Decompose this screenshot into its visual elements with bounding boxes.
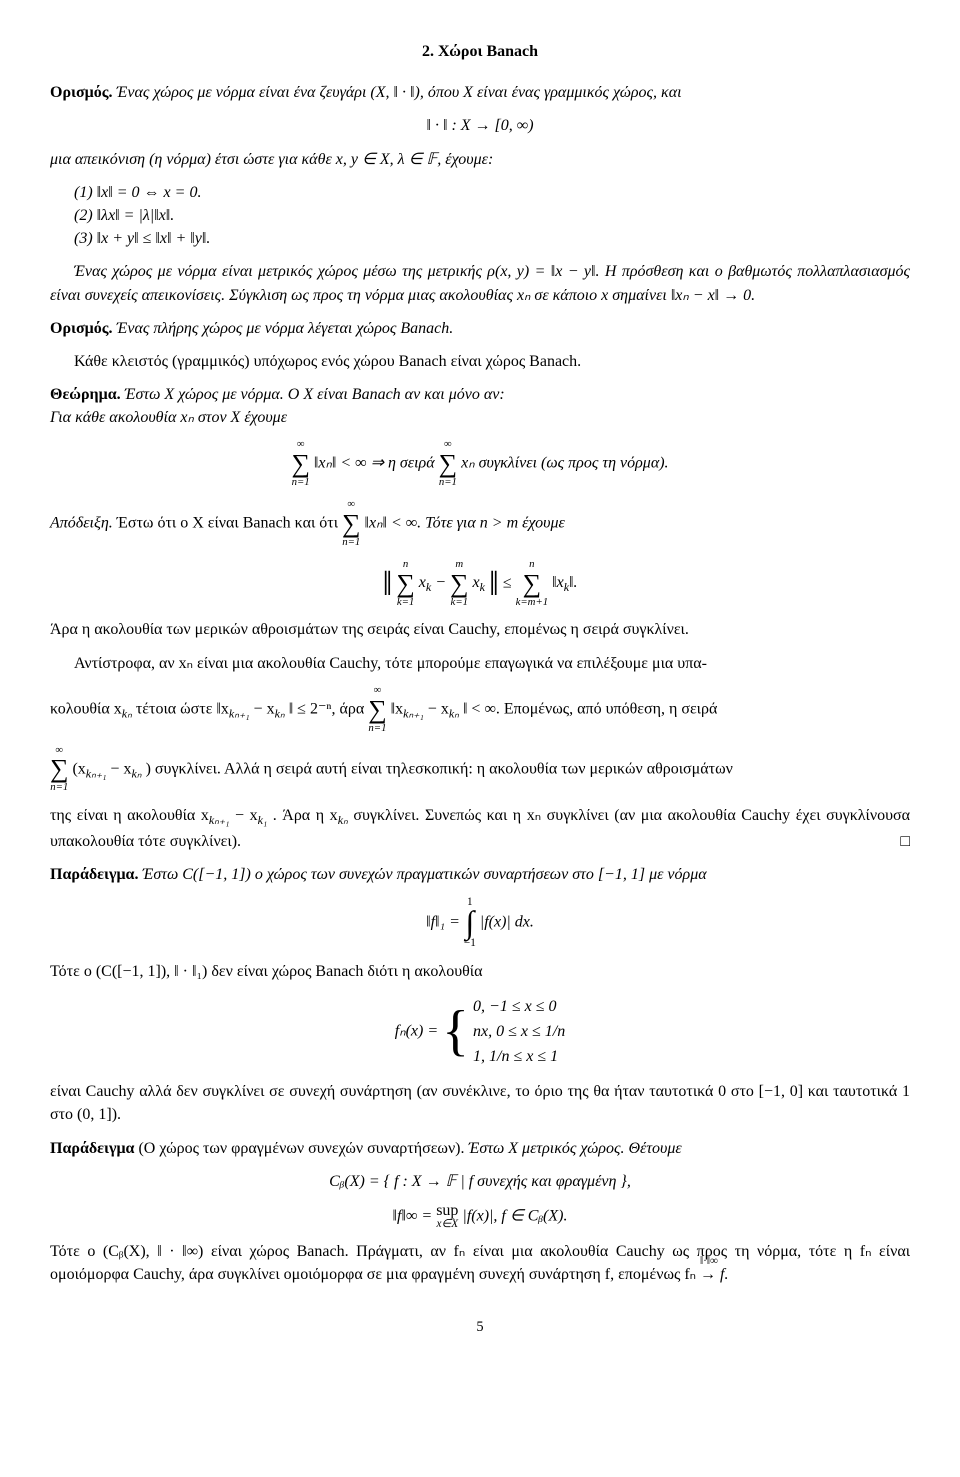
proof-converse-2: κολουθία xkₙ τέτοια ώστε ‖xkₙ₊₁ − xkₙ ‖ … xyxy=(50,685,910,735)
page-number: 5 xyxy=(50,1317,910,1338)
thm-body-2: Για κάθε ακολουθία xₙ στον X έχουμε xyxy=(50,409,287,426)
ex1-conclusion: είναι Cauchy αλλά δεν συγκλίνει σε συνεχ… xyxy=(50,1080,910,1126)
thm-mid1: ‖xₙ‖ < ∞ ⇒ η σειρά xyxy=(314,455,435,472)
ex1-heading: Παράδειγμα. xyxy=(50,866,138,883)
proof-converse-3: ∞ ∑ n=1 (xkₙ₊₁ − xkₙ ) συγκλίνει. Αλλά η… xyxy=(50,745,910,795)
metric-text: Ένας χώρος με νόρμα είναι μετρικός χώρος… xyxy=(50,263,910,303)
case-3: 1, 1/n ≤ x ≤ 1 xyxy=(473,1045,565,1068)
partial-sum-inequality: ‖ n ∑ k=1 xk − m ∑ k=1 xk ‖ ≤ n ∑ k=m+1 … xyxy=(50,559,910,609)
series-implication: ∞ ∑ n=1 ‖xₙ‖ < ∞ ⇒ η σειρά ∞ ∑ n=1 xₙ συ… xyxy=(50,439,910,489)
section-title: 2. Χώροι Banach xyxy=(50,40,910,63)
case-2: nx, 0 ≤ x ≤ 1/n xyxy=(473,1020,565,1043)
ex2-conclusion: Τότε ο (Cᵦ(X), ‖ · ‖∞) είναι χώρος Banac… xyxy=(50,1240,910,1286)
norm-prop-2: (2) ‖λx‖ = |λ|‖x‖. xyxy=(50,204,910,227)
proof-converse-4: της είναι η ακολουθία xkₙ₊₁ − xk₁ . Άρα … xyxy=(50,804,910,853)
def-body: Ένας χώρος με νόρμα είναι ένα ζευγάρι (X… xyxy=(117,84,682,101)
norm-prop-1: (1) ‖x‖ = 0 ⇔ x = 0. xyxy=(50,181,910,204)
cb-definition: Cᵦ(X) = { f : X → 𝔽 | f συνεχής και φραγ… xyxy=(50,1170,910,1193)
definition-1: Ορισμός. Ένας χώρος με νόρμα είναι ένα ζ… xyxy=(50,81,910,104)
sum-symbol: ∞ ∑ n=1 xyxy=(291,439,309,489)
def2-heading: Ορισμός. xyxy=(50,320,113,337)
fn-cases: fₙ(x) = { 0, −1 ≤ x ≤ 0 nx, 0 ≤ x ≤ 1/n … xyxy=(50,993,910,1071)
ex2-heading: Παράδειγμα xyxy=(50,1140,134,1157)
proof-heading: Απόδειξη. xyxy=(50,515,113,532)
def2-body: Ένας πλήρης χώρος με νόρμα λέγεται χώρος… xyxy=(117,320,454,337)
sum-symbol-2: ∞ ∑ n=1 xyxy=(439,439,457,489)
proof-cauchy: Άρα η ακολουθία των μερικών αθροισμάτων … xyxy=(50,618,910,641)
case-1: 0, −1 ≤ x ≤ 0 xyxy=(473,995,565,1018)
ex2-body: Έστω X μετρικός χώρος. Θέτουμε xyxy=(469,1140,682,1157)
qed-symbol: □ xyxy=(900,830,910,853)
sup-norm: ‖f‖∞ = sup x∈X |f(x)|, f ∈ Cᵦ(X). xyxy=(50,1203,910,1230)
proof-converse-1: Αντίστροφα, αν xₙ είναι μια ακολουθία Ca… xyxy=(50,652,910,675)
proof-text-1b: ‖xₙ‖ < ∞. Τότε για n > m έχουμε xyxy=(364,515,564,532)
example-2: Παράδειγμα (Ο χώρος των φραγμένων συνεχώ… xyxy=(50,1137,910,1160)
proof-start: Απόδειξη. Έστω ότι ο X είναι Banach και … xyxy=(50,499,910,549)
metric-paragraph: Ένας χώρος με νόρμα είναι μετρικός χώρος… xyxy=(50,260,910,306)
ex1-body: Έστω C([−1, 1]) ο χώρος των συνεχών πραγ… xyxy=(142,866,706,883)
l1-norm: ‖f‖₁ = 1 ∫ −1 |f(x)| dx. xyxy=(50,896,910,949)
proof-text-1: Έστω ότι ο X είναι Banach και ότι xyxy=(117,515,338,532)
example-1: Παράδειγμα. Έστω C([−1, 1]) ο χώρος των … xyxy=(50,863,910,886)
closed-subspace: Κάθε κλειστός (γραμμικός) υπόχωρος ενός … xyxy=(50,350,910,373)
thm-body-1: Έστω X χώρος με νόρμα. Ο X είναι Banach … xyxy=(125,386,505,403)
sum-symbol-3: ∞ ∑ n=1 xyxy=(342,499,360,549)
thm-heading: Θεώρημα. xyxy=(50,386,121,403)
norm-prop-3: (3) ‖x + y‖ ≤ ‖x‖ + ‖y‖. xyxy=(50,227,910,250)
def-continuation: μια απεικόνιση (η νόρμα) έτσι ώστε για κ… xyxy=(50,148,910,171)
thm-mid2: xₙ συγκλίνει (ως προς τη νόρμα). xyxy=(461,455,668,472)
ex2-paren: (Ο χώρος των φραγμένων συνεχών συναρτήσε… xyxy=(138,1140,464,1157)
definition-2: Ορισμός. Ένας πλήρης χώρος με νόρμα λέγε… xyxy=(50,317,910,340)
ex1-after: Τότε ο (C([−1, 1]), ‖ · ‖₁) δεν είναι χώ… xyxy=(50,960,910,983)
norm-map: ‖ · ‖ : X → [0, ∞) xyxy=(50,114,910,137)
theorem: Θεώρημα. Έστω X χώρος με νόρμα. Ο X είνα… xyxy=(50,383,910,429)
def-heading: Ορισμός. xyxy=(50,84,113,101)
